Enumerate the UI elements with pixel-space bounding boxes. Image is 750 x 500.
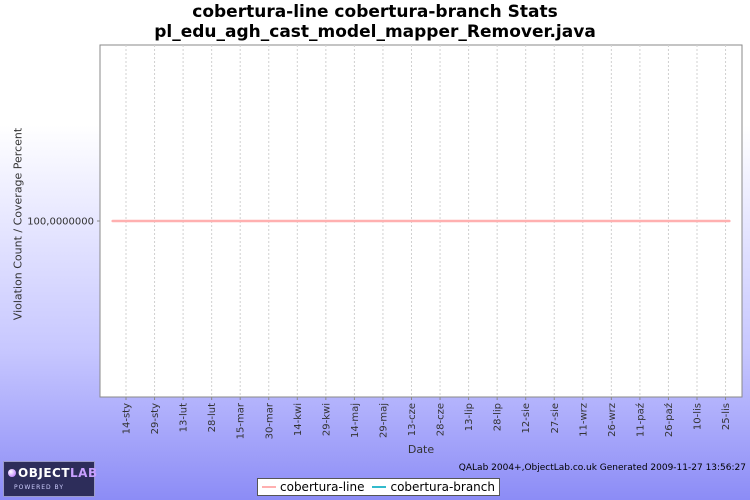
- y-tick-label: 100,0000000: [27, 217, 94, 228]
- x-tick-label: 13-cze: [407, 403, 418, 436]
- x-tick-label: 28-lip: [493, 403, 504, 431]
- objectlab-logo: OBJECTLAB POWERED BY: [3, 461, 98, 497]
- x-tick-label: 14-maj: [350, 403, 361, 438]
- y-axis: 100,0000000: [27, 217, 100, 228]
- x-tick-label: 26-wrz: [607, 403, 618, 437]
- legend-swatch-line: [262, 486, 276, 488]
- chart-title: cobertura-line cobertura-branch Stats: [192, 2, 558, 22]
- logo-wordmark: OBJECTLAB: [18, 466, 98, 480]
- x-tick-label: 14-kwi: [293, 403, 304, 436]
- x-tick-label: 15-mar: [236, 402, 247, 439]
- legend-item-line: cobertura-line: [262, 480, 364, 494]
- generated-footer: QALab 2004+,ObjectLab.co.uk Generated 20…: [458, 463, 746, 473]
- x-tick-label: 11-wrz: [578, 403, 589, 437]
- x-tick-label: 29-maj: [378, 403, 389, 438]
- x-tick-label: 12-sie: [521, 403, 532, 433]
- legend-label-line: cobertura-line: [280, 480, 365, 494]
- x-tick-label: 11-paź: [634, 403, 646, 437]
- legend: cobertura-line cobertura-branch: [257, 478, 500, 496]
- x-tick-label: 29-kwi: [321, 403, 332, 436]
- x-axis-label: Date: [407, 443, 435, 456]
- x-tick-label: 13-lut: [179, 403, 190, 432]
- x-axis: 14-sty 29-sty 13-lut 28-lut 15-mar 30-mar 14-k…: [122, 397, 732, 439]
- x-tick-label: 25-lis: [721, 403, 732, 430]
- x-tick-label: 13-lip: [464, 403, 475, 431]
- logo-orb-icon: [8, 469, 16, 477]
- x-tick-label: 27-sie: [550, 403, 561, 433]
- x-tick-label: 14-sty: [122, 403, 133, 434]
- y-axis-label: Violation Count / Coverage Percent: [11, 127, 25, 321]
- x-tick-label: 10-lis: [693, 403, 704, 430]
- legend-swatch-branch: [372, 486, 387, 488]
- x-tick-label: 28-lut: [207, 403, 218, 432]
- logo-tagline: POWERED BY: [14, 484, 65, 491]
- legend-item-branch: cobertura-branch: [372, 480, 495, 494]
- x-tick-label: 29-sty: [150, 403, 161, 434]
- x-tick-label: 26-paź: [663, 403, 675, 437]
- legend-label-branch: cobertura-branch: [390, 480, 495, 494]
- chart-subtitle: pl_edu_agh_cast_model_mapper_Remover.jav…: [154, 22, 596, 42]
- x-tick-label: 30-mar: [264, 402, 275, 439]
- x-tick-label: 28-cze: [436, 403, 447, 436]
